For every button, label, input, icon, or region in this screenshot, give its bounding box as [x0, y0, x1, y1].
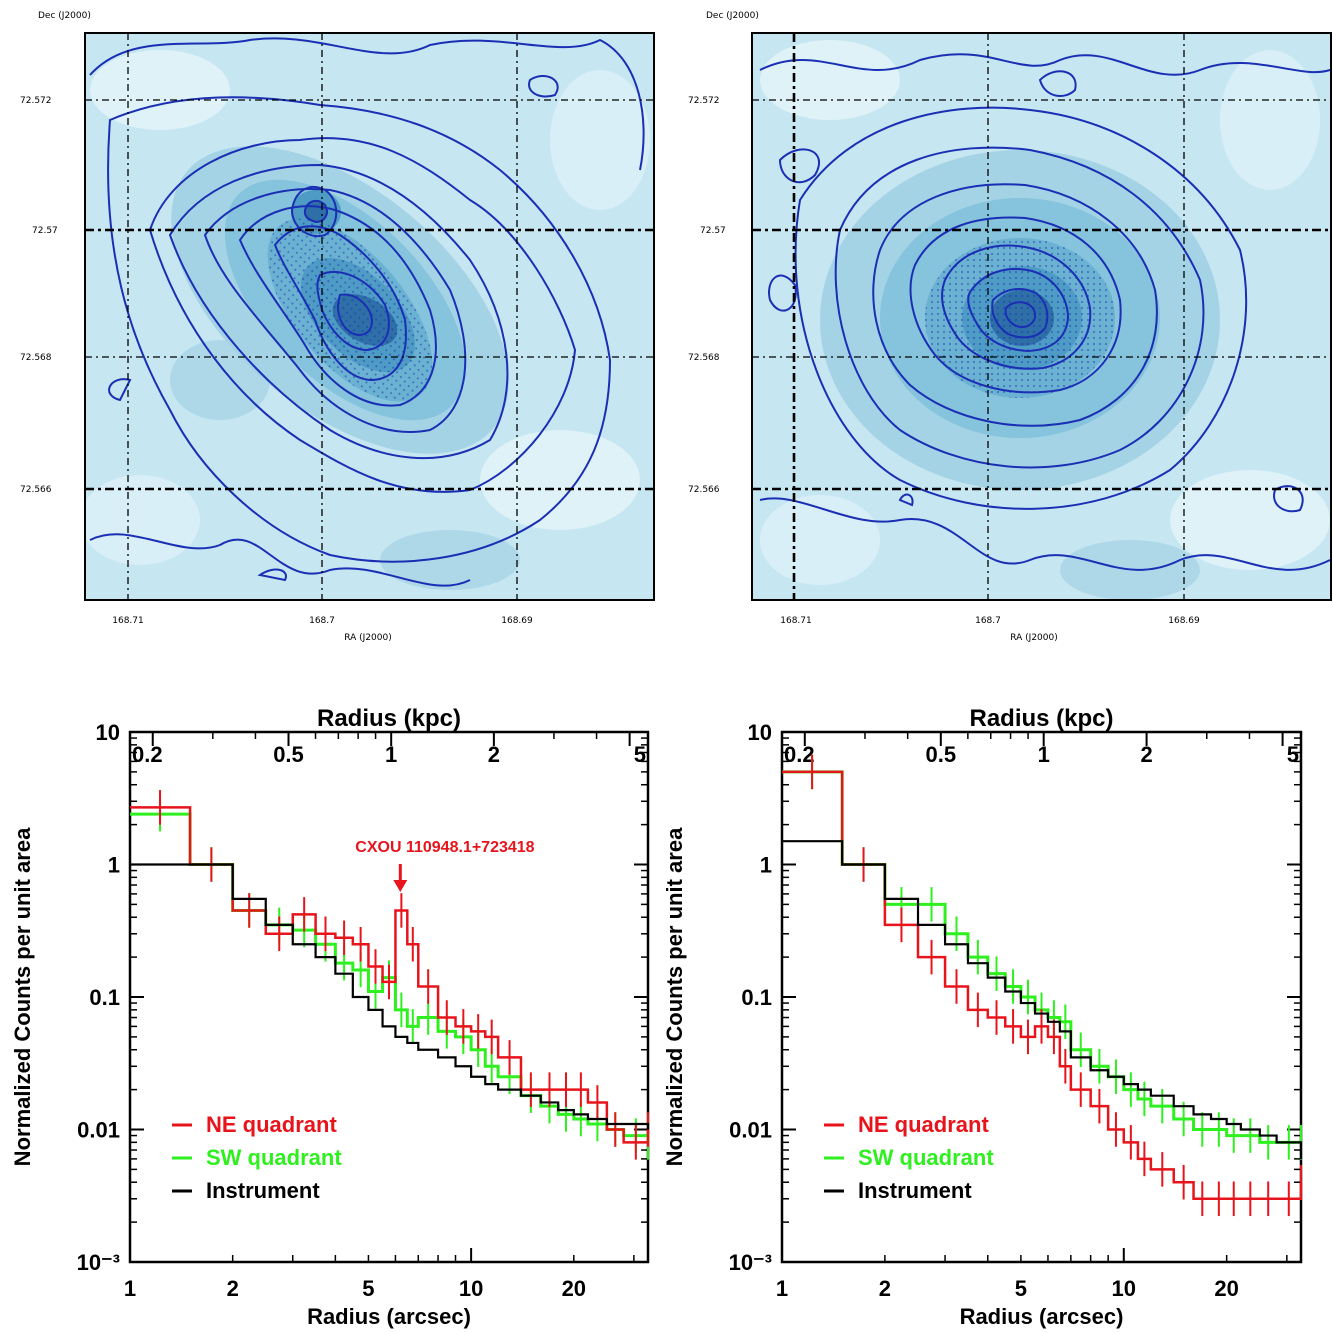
top-tick-label: 0.5: [273, 742, 304, 767]
top-tick-label: 0.2: [132, 742, 163, 767]
map-left-dec-tick: 72.572: [20, 96, 52, 106]
x-tick-label: 1: [124, 1276, 136, 1301]
map-left-dec-tick: 72.566: [20, 485, 52, 495]
legend-label: Instrument: [858, 1178, 972, 1203]
legend-label: SW quadrant: [858, 1145, 994, 1170]
y-tick-label: 10⁻³: [729, 1250, 772, 1275]
top-axis-label: Radius (kpc): [969, 705, 1113, 732]
y-tick-label: 1: [108, 853, 120, 878]
y-axis-label: Normalized Counts per unit area: [662, 827, 687, 1166]
map-left-grid: [85, 33, 654, 600]
map-right-frame: [751, 32, 1332, 601]
y-tick-label: 10⁻³: [77, 1250, 120, 1275]
map-right-grid: [752, 33, 1331, 600]
map-left-dec-label: Dec (J2000): [38, 11, 91, 21]
map-right-dec-tick: 72.566: [688, 485, 720, 495]
legend-label: SW quadrant: [206, 1145, 342, 1170]
map-left-ra-tick: 168.69: [501, 616, 533, 626]
top-tick-label: 5: [634, 742, 646, 767]
x-tick-label: 20: [1214, 1276, 1238, 1301]
legend-label: NE quadrant: [858, 1112, 989, 1137]
map-right-dec-tick: 72.572: [688, 96, 720, 106]
top-tick-label: 1: [1038, 742, 1050, 767]
y-tick-label: 0.1: [741, 985, 772, 1010]
map-left-grid-bold: [85, 228, 654, 491]
y-tick-label: 0.01: [729, 1118, 772, 1143]
map-right-emission: [820, 150, 1220, 490]
x-axis-label: Radius (arcsec): [960, 1304, 1124, 1329]
map-left-mottle: [85, 50, 650, 590]
x-tick-label: 5: [1015, 1276, 1027, 1301]
x-tick-label: 1: [776, 1276, 788, 1301]
top-axis-label: Radius (kpc): [317, 705, 461, 732]
map-right-panel: Dec (J2000): [688, 11, 1332, 643]
series-line-ne-quadrant: [130, 806, 650, 1144]
map-right-ra-tick: 168.71: [780, 616, 812, 626]
y-tick-label: 0.01: [77, 1118, 120, 1143]
map-left-ra-tick: 168.7: [309, 616, 335, 626]
series-line-instrument: [782, 840, 1303, 1159]
top-tick-label: 2: [1140, 742, 1152, 767]
map-right-ra-tick: 168.7: [975, 616, 1001, 626]
y-tick-label: 10: [748, 720, 772, 745]
y-tick-label: 0.1: [89, 985, 120, 1010]
map-right-dec-label: Dec (J2000): [706, 11, 759, 21]
map-left-dec-tick: 72.57: [32, 226, 58, 236]
map-left-contours: [89, 37, 645, 587]
y-axis-label: Normalized Counts per unit area: [10, 827, 35, 1166]
map-right-contours: [759, 53, 1331, 571]
x-tick-label: 5: [362, 1276, 374, 1301]
map-left-panel: Dec (J2000): [20, 11, 655, 643]
x-tick-label: 10: [1112, 1276, 1136, 1301]
map-right-dec-tick: 72.57: [700, 226, 726, 236]
y-tick-label: 1: [760, 853, 772, 878]
x-tick-label: 2: [879, 1276, 891, 1301]
map-right-grid-bold: [752, 33, 1331, 600]
top-tick-label: 0.2: [784, 742, 815, 767]
map-right-ra-label: RA (J2000): [1010, 633, 1058, 643]
map-right-dec-tick: 72.568: [688, 353, 720, 363]
legend-label: Instrument: [206, 1178, 320, 1203]
x-tick-label: 10: [459, 1276, 483, 1301]
annotation-arrowhead: [393, 880, 408, 892]
series-line-ne-quadrant: [782, 770, 1303, 1201]
top-tick-label: 5: [1287, 742, 1299, 767]
legend-label: NE quadrant: [206, 1112, 337, 1137]
map-right-ra-tick: 168.69: [1168, 616, 1200, 626]
map-left-dec-tick: 72.568: [20, 353, 52, 363]
x-tick-label: 20: [562, 1276, 586, 1301]
x-axis-label: Radius (arcsec): [307, 1304, 471, 1329]
x-tick-label: 2: [227, 1276, 239, 1301]
y-tick-label: 10: [96, 720, 120, 745]
top-tick-label: 1: [385, 742, 397, 767]
map-left-frame: [84, 32, 655, 601]
top-tick-label: 0.5: [926, 742, 957, 767]
map-left-ra-label: RA (J2000): [344, 633, 392, 643]
source-annotation: CXOU 110948.1+723418: [355, 839, 534, 856]
series-line-instrument: [130, 863, 650, 1130]
series-line-sw-quadrant: [782, 770, 1301, 1144]
top-tick-label: 2: [488, 742, 500, 767]
map-left-ra-tick: 168.71: [112, 616, 144, 626]
